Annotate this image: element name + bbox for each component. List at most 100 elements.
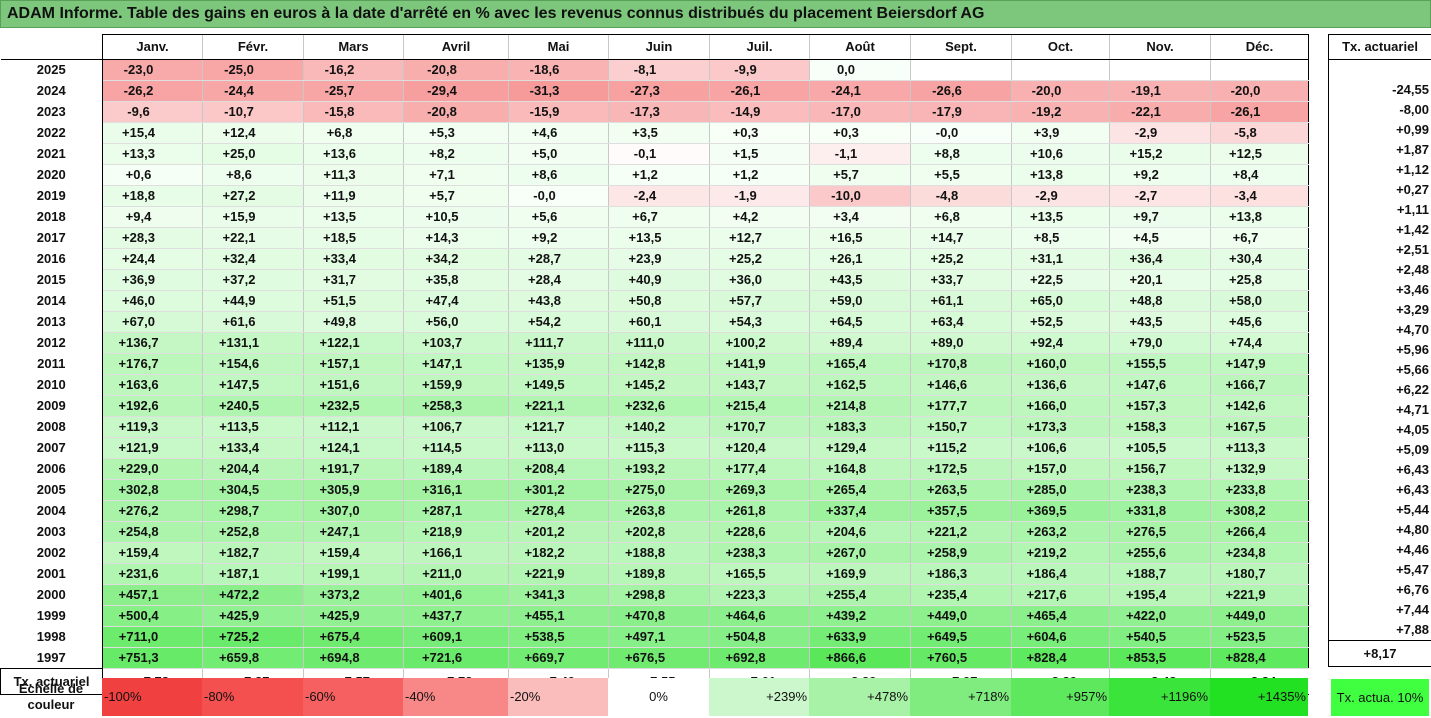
gain-cell: +106,7 (403, 416, 509, 438)
gain-cell: +221,9 (1210, 584, 1309, 606)
gain-cell: +649,5 (910, 626, 1012, 648)
gain-cell: +298,7 (202, 500, 304, 522)
gain-cell: +4,6 (508, 122, 609, 144)
gain-cell: -24,4 (202, 80, 304, 102)
gain-cell: +199,1 (303, 563, 404, 585)
side-rate-cell: +4,46 (1328, 540, 1431, 560)
table-row: 1997 +751,3 +659,8 +694,8 +721,6 +669,7 +676,5… (0, 647, 1309, 669)
gain-cell: +201,2 (508, 521, 609, 543)
table-row: 2018 +9,4 +15,9 +13,5 +10,5 +5,6 +6,7 +4,2 +3,4 +… (0, 206, 1309, 228)
gain-cell: +711,0 (102, 626, 203, 648)
gain-cell: +160,0 (1011, 353, 1110, 375)
table-row: 2024 -26,2 -24,4 -25,7 -29,4 -31,3 -27,3 -26,1-… (0, 80, 1309, 102)
month-header: Avril (403, 34, 509, 60)
gain-cell: +5,7 (809, 164, 911, 186)
gain-cell: -20,0 (1011, 80, 1110, 102)
gain-cell: +228,6 (709, 521, 810, 543)
gain-cell: -1,1 (809, 143, 911, 165)
gain-cell: -16,2 (303, 59, 404, 81)
gain-cell: +9,2 (1109, 164, 1211, 186)
gain-cell: +5,0 (508, 143, 609, 165)
gain-cell (1011, 59, 1110, 81)
side-rate-cell: +4,80 (1328, 520, 1431, 540)
gain-cell: +425,9 (202, 605, 304, 627)
gain-cell: -23,0 (102, 59, 203, 81)
gain-cell: +13,8 (1011, 164, 1110, 186)
gain-cell: +105,5 (1109, 437, 1211, 459)
gain-cell: +3,9 (1011, 122, 1110, 144)
gain-cell: +140,2 (608, 416, 710, 438)
gain-cell: +10,6 (1011, 143, 1110, 165)
gain-cell: +866,6 (809, 647, 911, 669)
gain-cell (1210, 59, 1309, 81)
side-rate-cell: -24,55 (1328, 80, 1431, 100)
year-label: 1999 (0, 605, 103, 627)
gain-cell: +675,4 (303, 626, 404, 648)
gain-cell: -25,0 (202, 59, 304, 81)
gain-cell: +177,4 (709, 458, 810, 480)
gain-cell: +147,9 (1210, 353, 1309, 375)
gain-cell: +472,2 (202, 584, 304, 606)
side-rate-cell: +1,42 (1328, 220, 1431, 240)
side-rate-cell: +5,44 (1328, 500, 1431, 520)
month-header: Févr. (202, 34, 304, 60)
gain-cell: +238,3 (709, 542, 810, 564)
gain-cell: +103,7 (403, 332, 509, 354)
gain-cell: +54,2 (508, 311, 609, 333)
gain-cell: +40,9 (608, 269, 710, 291)
gain-cell: -17,9 (910, 101, 1012, 123)
gain-cell: +692,8 (709, 647, 810, 669)
gain-cell: +136,7 (102, 332, 203, 354)
gain-cell: +31,7 (303, 269, 404, 291)
gain-cell: +172,5 (910, 458, 1012, 480)
table-row: 2025 -23,0 -25,0 -16,2 -20,8 -18,6 -8,1 -9,9 0,0 (0, 59, 1309, 81)
gain-cell: +114,5 (403, 437, 509, 459)
gain-cell: +8,8 (910, 143, 1012, 165)
table-row: 2021 +13,3 +25,0 +13,6 +8,2 +5,0 -0,1 +1,5 -1,1 +… (0, 143, 1309, 165)
gain-cell: +129,4 (809, 437, 911, 459)
year-label: 2013 (0, 311, 103, 333)
gain-cell: 0,0 (809, 59, 911, 81)
gain-cell: +18,5 (303, 227, 404, 249)
side-rate-cell: +2,51 (1328, 240, 1431, 260)
table-row: 2012 +136,7 +131,1 +122,1 +103,7 +111,7 +111,0… (0, 332, 1309, 354)
gain-cell: +8,5 (1011, 227, 1110, 249)
gain-cell: +119,3 (102, 416, 203, 438)
gain-cell: +106,6 (1011, 437, 1110, 459)
legend-swatch: +718% (910, 678, 1011, 716)
gain-cell: +633,9 (809, 626, 911, 648)
gain-cell: -10,7 (202, 101, 304, 123)
gain-cell: +15,2 (1109, 143, 1211, 165)
table-row: 2013 +67,0 +61,6 +49,8 +56,0 +54,2 +60,1 +54,3 +… (0, 311, 1309, 333)
gain-cell: -18,6 (508, 59, 609, 81)
gain-cell: +254,8 (102, 521, 203, 543)
year-label: 2010 (0, 374, 103, 396)
gain-cell: -20,8 (403, 101, 509, 123)
gain-cell: +240,5 (202, 395, 304, 417)
legend-swatch: -40% (403, 678, 508, 716)
gain-cell: +31,1 (1011, 248, 1110, 270)
month-header: Août (809, 34, 911, 60)
gain-cell: +79,0 (1109, 332, 1211, 354)
gain-cell: +122,1 (303, 332, 404, 354)
gain-cell: +13,5 (1011, 206, 1110, 228)
gain-cell: +10,5 (403, 206, 509, 228)
gain-cell: +425,9 (303, 605, 404, 627)
gain-cell: +100,2 (709, 332, 810, 354)
gain-cell: +258,9 (910, 542, 1012, 564)
gain-cell: +37,2 (202, 269, 304, 291)
gain-cell: +58,0 (1210, 290, 1309, 312)
gain-cell: +221,2 (910, 521, 1012, 543)
gain-cell: +694,8 (303, 647, 404, 669)
gain-cell (1109, 59, 1211, 81)
gain-cell: -5,8 (1210, 122, 1309, 144)
table-row: 2010 +163,6 +147,5 +151,6 +159,9 +149,5 +145,2… (0, 374, 1309, 396)
year-label: 2000 (0, 584, 103, 606)
gain-cell: +26,1 (809, 248, 911, 270)
gain-cell: +12,7 (709, 227, 810, 249)
gain-cell: +113,5 (202, 416, 304, 438)
gain-cell: +540,5 (1109, 626, 1211, 648)
gain-cell: -2,7 (1109, 185, 1211, 207)
table-row: 2016 +24,4 +32,4 +33,4 +34,2 +28,7 +23,9 +25,2 +… (0, 248, 1309, 270)
gain-cell: +11,3 (303, 164, 404, 186)
